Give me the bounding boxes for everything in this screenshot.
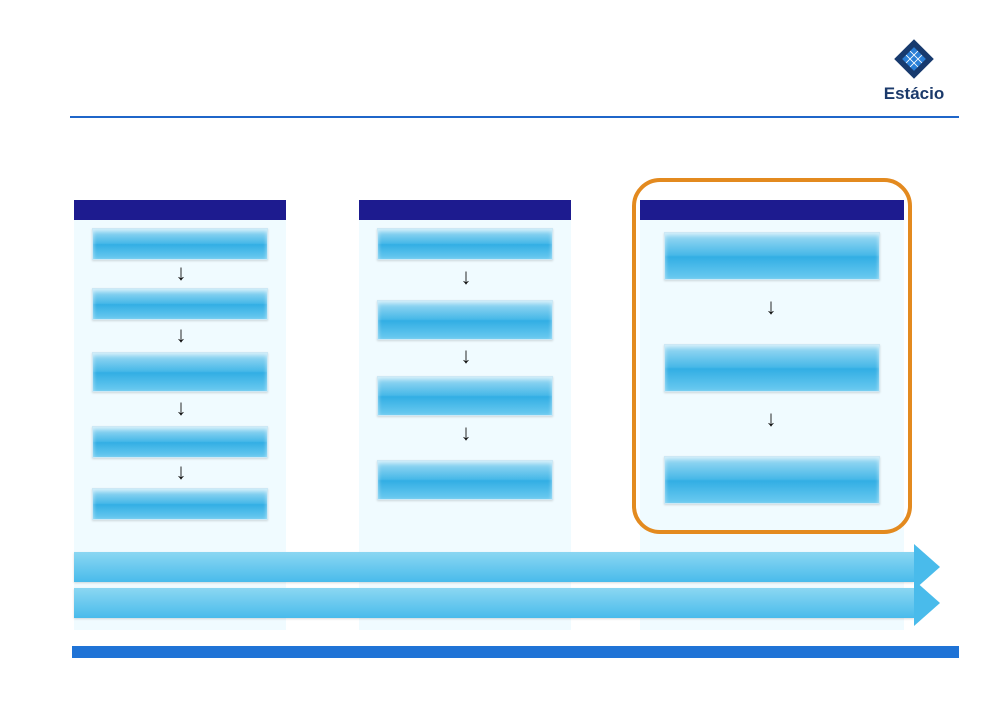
flow-node [92, 352, 268, 392]
flow-node [92, 288, 268, 320]
highlight-frame [632, 178, 912, 534]
flow-node [377, 228, 553, 260]
column-header [74, 200, 286, 220]
header-divider [70, 116, 959, 118]
column-header [359, 200, 571, 220]
down-arrow-icon: ↓ [174, 262, 188, 284]
logo-diamond-icon [893, 38, 935, 80]
bottom-bar [72, 646, 959, 658]
flow-node [92, 228, 268, 260]
arrow-head-icon [914, 580, 940, 626]
flow-node [377, 460, 553, 500]
down-arrow-icon: ↓ [174, 461, 188, 483]
down-arrow-icon: ↓ [174, 397, 188, 419]
flow-node [92, 488, 268, 520]
horizontal-arrow [74, 588, 914, 618]
horizontal-arrow [74, 552, 914, 582]
estacio-logo: Estácio [875, 38, 953, 104]
down-arrow-icon: ↓ [459, 266, 473, 288]
logo-text: Estácio [875, 84, 953, 104]
down-arrow-icon: ↓ [459, 345, 473, 367]
flow-node [92, 426, 268, 458]
down-arrow-icon: ↓ [459, 422, 473, 444]
flow-node [377, 376, 553, 416]
down-arrow-icon: ↓ [174, 324, 188, 346]
slide-canvas: Estácio ↓↓↓↓↓↓↓↓↓ [0, 0, 999, 706]
flow-node [377, 300, 553, 340]
